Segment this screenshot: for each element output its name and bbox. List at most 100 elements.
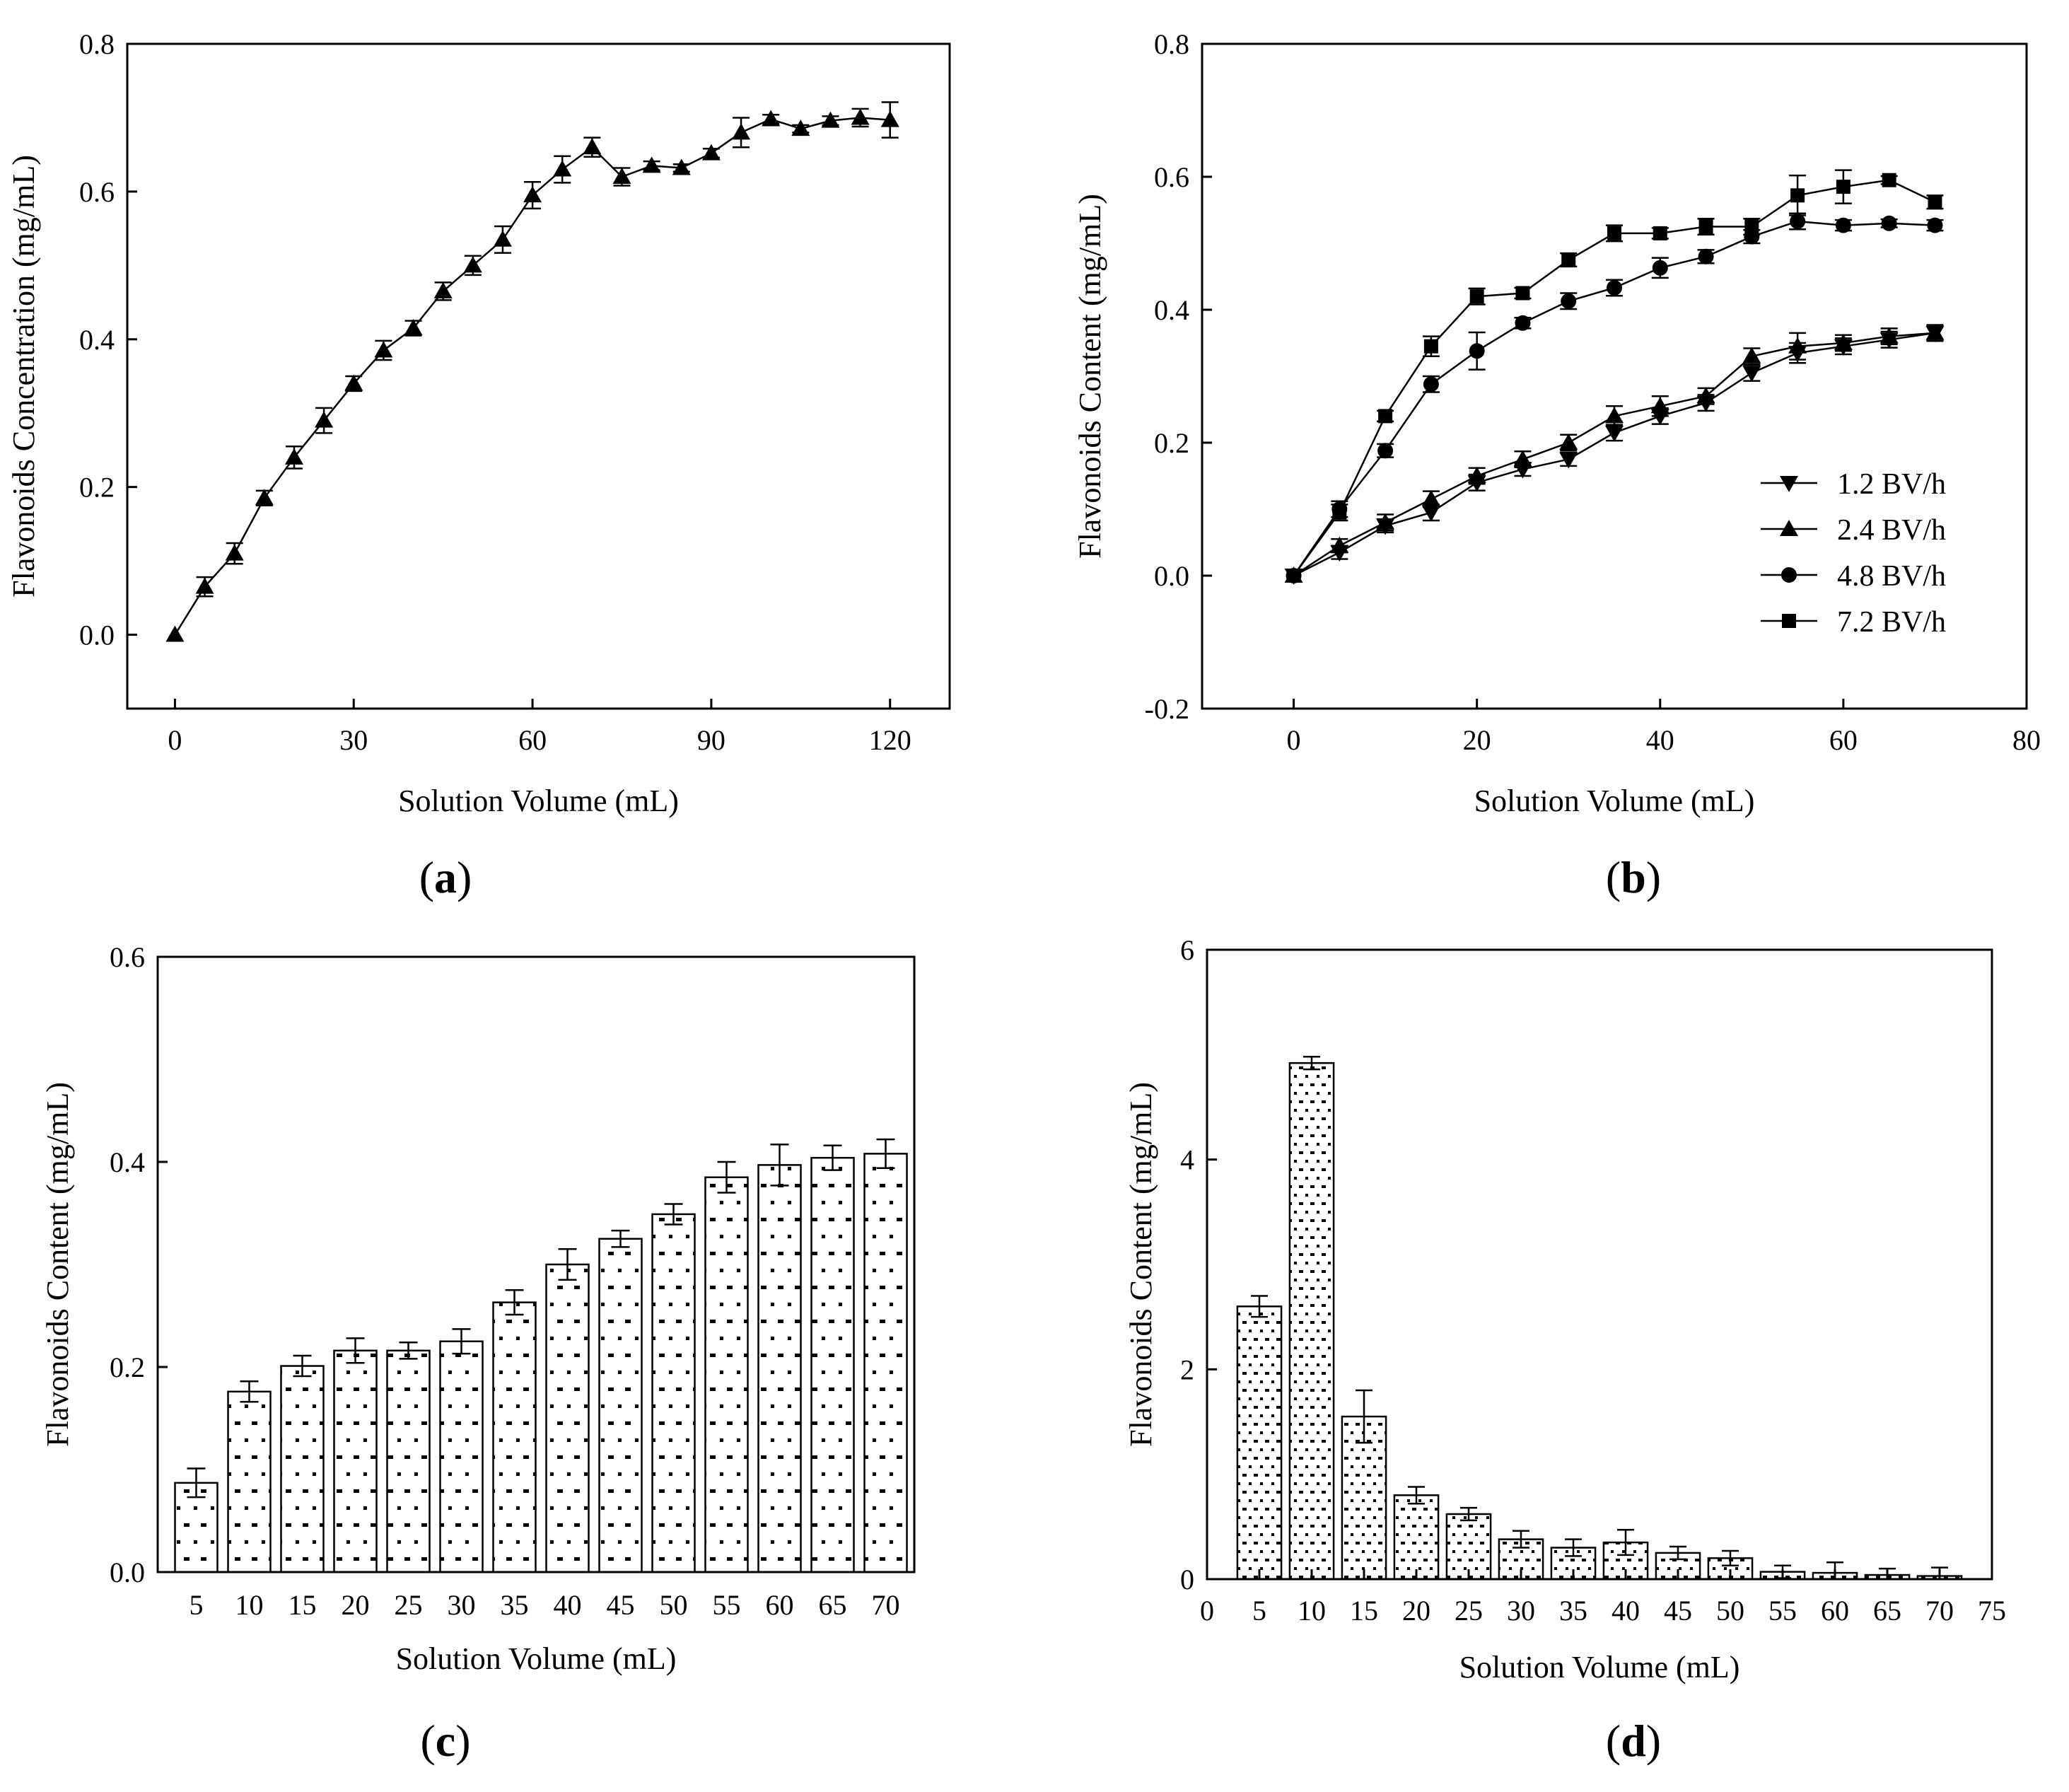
panel-d-xtick-label: 60 [1821,1595,1849,1627]
panel-label-open-paren: ( [1606,1716,1621,1766]
panel-b-data-point [1882,173,1896,187]
panel-d-xtick-label: 15 [1350,1595,1378,1627]
panel-c-xtick-label: 25 [395,1589,423,1621]
panel-b-ytick-label: 0.4 [1154,294,1189,326]
panel-b-data-point [1561,252,1576,267]
panel-c-y-axis-title: Flavonoids Content (mg/mL) [40,1082,75,1447]
panel-b-data-point [1788,337,1807,354]
panel-d-xtick-label: 30 [1507,1595,1535,1627]
panel-b-data-point [1513,450,1532,467]
panel-c-bar [227,1390,272,1573]
panel-b-data-point [1835,217,1851,233]
panel-b-data-point [1376,513,1395,530]
panel-d-xtick-label: 35 [1559,1595,1587,1627]
panel-d-bar [1236,1305,1283,1581]
panel-d-xtick-label: 20 [1402,1595,1430,1627]
panel-a-data-point [791,120,810,136]
panel-d-xtick-label: 25 [1455,1595,1483,1627]
panel-d-y-axis-title: Flavonoids Content (mg/mL) [1124,1082,1158,1447]
panel-c-ytick-label: 0.4 [110,1146,145,1178]
panel-a-data-point [404,319,423,336]
panel-b-data-point [1698,248,1714,264]
panel-a-ytick-label: 0.6 [79,176,115,208]
panel-b-data-point [1423,339,1438,354]
panel-a-data-point [255,489,274,506]
panel-b-data-point [1469,289,1484,304]
panel-label-open-paren: ( [420,1716,435,1766]
legend-label: 2.4 BV/h [1837,514,1946,547]
panel-b-data-point [1879,327,1899,344]
panel-a-plot-frame [126,42,951,710]
panel-a-data-point [821,111,840,128]
panel-c-bar [439,1340,484,1573]
panel-d-bar [1288,1061,1335,1581]
panel-b-ytick-label: 0.0 [1154,560,1189,592]
panel-b-data-point [1515,315,1531,331]
panel-b-data-point [1421,505,1440,522]
panel-c-bar [545,1263,590,1573]
panel-b-data-point [1607,226,1621,240]
panel-label-d: (d) [1606,1716,1661,1766]
panel-label-c: (c) [420,1716,470,1766]
panel-c-xtick-label: 10 [235,1589,264,1621]
panel-b-data-point [1925,323,1945,340]
panel-b-data-point [1790,188,1805,203]
panel-label-letter: c [436,1716,455,1766]
panel-a-data-point [762,110,781,127]
panel-d-x-axis-title: Solution Volume (mL) [1459,1650,1740,1685]
panel-b-data-point [1561,293,1577,309]
panel-c-xtick-label: 15 [289,1589,317,1621]
panel-a-x-axis-title: Solution Volume (mL) [398,784,679,818]
panel-d-ytick-label: 2 [1180,1354,1194,1385]
panel-a-data-point [195,577,214,594]
panel-b-ytick-label: 0.6 [1154,161,1189,193]
panel-b-data-point [1790,213,1806,229]
panel-label-open-paren: ( [1606,852,1621,902]
panel-c-xtick-label: 30 [448,1589,476,1621]
panel-d-xtick-label: 50 [1716,1595,1744,1627]
panel-b-data-point [1742,366,1761,383]
panel-d-ytick-label: 0 [1180,1564,1194,1595]
panel-b-ytick-label: -0.2 [1145,693,1189,725]
panel-c-ytick-label: 0.2 [110,1351,145,1383]
panel-a-data-point [463,256,482,273]
panel-a: 0.0 0.2 0.4 0.6 0.8 0 30 60 90 120 Solution Volume… [6,28,951,902]
panel-d-xtick-label: 75 [1978,1595,2006,1627]
legend-marker [1780,520,1798,536]
panel-label-b: (b) [1606,852,1661,902]
panel-c: 0.0 0.2 0.4 0.6 5 10 15 20 25 30 35 40 45 50 55 60 65 70 S… [40,941,916,1766]
panel-a-data-point [284,448,303,465]
panel-d-xtick-label: 5 [1252,1595,1266,1627]
panel-a-ytick-label: 0.2 [79,472,115,504]
panel-b-data-point [1605,407,1624,424]
panel-b-data-point [1653,226,1667,240]
panel-b-data-point [1698,219,1713,234]
panel-a-data-point [880,110,899,127]
panel-label-a: (a) [419,852,472,902]
panel-b-data-point [1377,443,1394,459]
panel-a-xtick-label: 120 [869,724,911,756]
panel-b-y-axis-title: Flavonoids Content (mg/mL) [1073,194,1107,559]
panel-c-xtick-label: 35 [501,1589,529,1621]
panel-c-bar [810,1156,855,1573]
panel-b-data-point [1927,217,1943,233]
panel-c-xtick-label: 60 [766,1589,794,1621]
panel-label-close-paren: ) [1646,852,1661,902]
panel-d-plot-frame [1206,948,1993,1581]
panel-c-x-axis-title: Solution Volume (mL) [396,1641,677,1676]
panel-b-data-point [1286,569,1301,583]
panel-b-data-point [1559,452,1578,469]
panel-d-xtick-label: 10 [1298,1595,1326,1627]
panel-b-data-point [1423,376,1439,392]
panel-a-ytick-label: 0.4 [79,324,115,356]
panel-b-xtick-label: 20 [1463,724,1491,756]
panel-b-data-point [1607,279,1622,296]
panel-c-bar [757,1164,802,1573]
panel-c-bar [863,1153,908,1573]
panel-label-close-paren: ) [1646,1716,1661,1766]
panel-a-data-point [672,158,691,175]
panel-d-xtick-label: 45 [1664,1595,1692,1627]
panel-b-ytick-label: 0.2 [1154,427,1189,459]
legend-label: 1.2 BV/h [1837,468,1946,501]
